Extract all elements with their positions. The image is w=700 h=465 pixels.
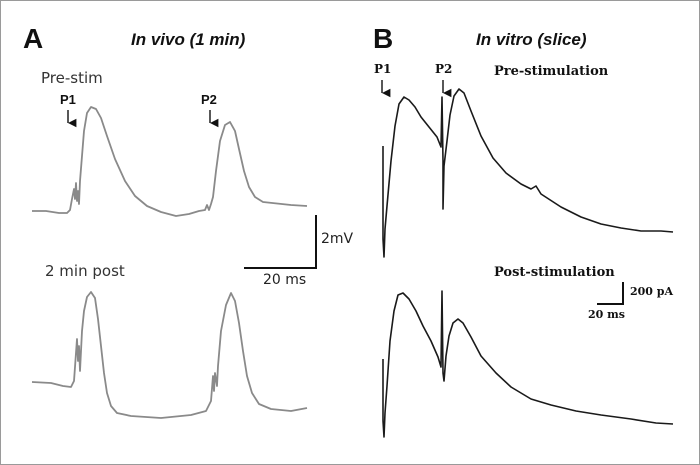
panel-b-letter: B bbox=[373, 23, 394, 54]
trace-b-pre-stimulation bbox=[382, 88, 674, 258]
panel-a-pulse-p1: P1 bbox=[60, 92, 76, 107]
panel-a-letter: A bbox=[23, 23, 44, 54]
panel-b-scale-y-label: 200 pA bbox=[630, 285, 674, 298]
panel-b-scale-bar bbox=[597, 282, 624, 305]
panel-a-condition-post: 2 min post bbox=[45, 262, 125, 280]
panel-b-title: In vitro (slice) bbox=[476, 30, 587, 49]
trace-a-2-min-post bbox=[31, 291, 308, 419]
panel-a-condition-pre: Pre-stim bbox=[41, 69, 103, 87]
panel-b-condition-post: Post-stimulation bbox=[494, 265, 615, 280]
trace-a-pre-stim bbox=[32, 106, 308, 217]
panel-b-scale-x-label: 20 ms bbox=[588, 308, 625, 321]
panel-a-scale-x-label: 20 ms bbox=[263, 272, 307, 288]
trace-b-post-stimulation bbox=[382, 290, 674, 438]
panel-a-title: In vivo (1 min) bbox=[131, 30, 246, 49]
panel-a-traces bbox=[31, 106, 308, 419]
panel-b-pulse-p1: P1 bbox=[374, 62, 392, 76]
panel-a-scale-y-label: 2mV bbox=[321, 231, 354, 247]
panel-b-arrows bbox=[381, 80, 452, 98]
panel-a-scale-bar bbox=[244, 215, 317, 269]
panel-b-traces bbox=[382, 88, 674, 438]
panel-b-condition-pre: Pre-stimulation bbox=[494, 64, 609, 79]
panel-a-pulse-p2: P2 bbox=[201, 92, 217, 107]
panel-b-pulse-p2: P2 bbox=[435, 62, 453, 76]
panel-a-arrows bbox=[67, 110, 219, 128]
